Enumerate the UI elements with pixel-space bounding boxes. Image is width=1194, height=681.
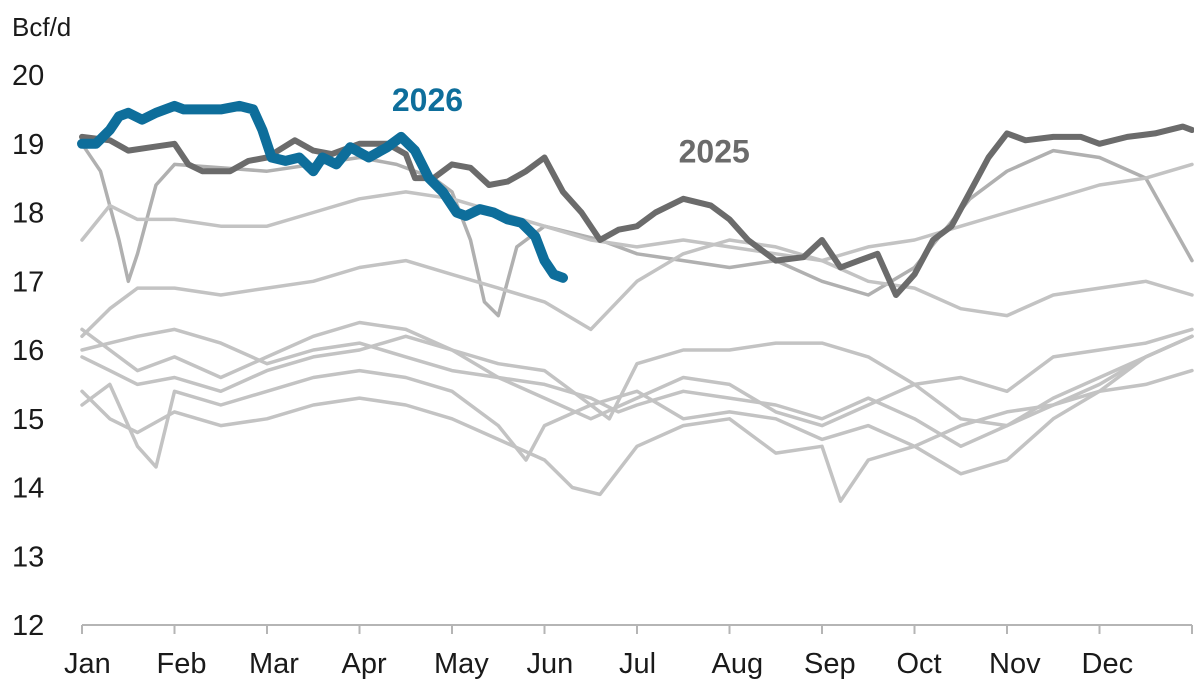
x-axis: Jan Feb Mar Apr May Jun Jul Aug Sep Oct Nov Dec [64, 624, 1193, 680]
y-tick-label: 14 [12, 473, 44, 505]
series-line-history-8 [80, 334, 1194, 503]
y-tick-label: 18 [12, 198, 44, 230]
x-tick-label: Oct [897, 648, 942, 680]
y-tick-label: 13 [12, 541, 44, 573]
x-tick-label: Aug [712, 648, 764, 680]
series-labels: 2026 2025 [392, 82, 750, 170]
y-tick-label: 20 [12, 60, 44, 92]
x-tick-label: May [434, 648, 489, 680]
y-axis-unit-label: Bcf/d [12, 12, 71, 42]
series-layer [77, 100, 1194, 503]
series-label-2025: 2025 [679, 134, 750, 170]
x-tick-label: Sep [804, 648, 856, 680]
x-tick-label: Jan [64, 648, 111, 680]
series-line-2026 [77, 100, 568, 283]
x-tick-label: Mar [249, 648, 299, 680]
series-line-history-5 [80, 327, 1194, 421]
x-tick-label: Feb [157, 648, 207, 680]
series-line-2025 [79, 123, 1194, 298]
y-tick-label: 19 [12, 129, 44, 161]
x-tick-label: Apr [342, 648, 387, 680]
x-tick-label: Jul [619, 648, 656, 680]
y-tick-label: 17 [12, 266, 44, 298]
series-line-history-4 [80, 238, 1194, 339]
series-line-history-3 [80, 162, 1194, 263]
y-tick-label: 12 [12, 610, 44, 642]
x-tick-label: Jun [527, 648, 574, 680]
y-axis-tick-labels: 12 13 14 15 16 17 18 19 20 [12, 60, 44, 642]
x-tick-label: Dec [1082, 648, 1134, 680]
series-line-history-9 [80, 327, 1194, 449]
y-tick-label: 15 [12, 404, 44, 436]
series-line-history-7 [80, 368, 1194, 469]
series-label-2026: 2026 [392, 82, 463, 118]
x-tick-label: Nov [989, 648, 1041, 680]
y-tick-label: 16 [12, 335, 44, 367]
